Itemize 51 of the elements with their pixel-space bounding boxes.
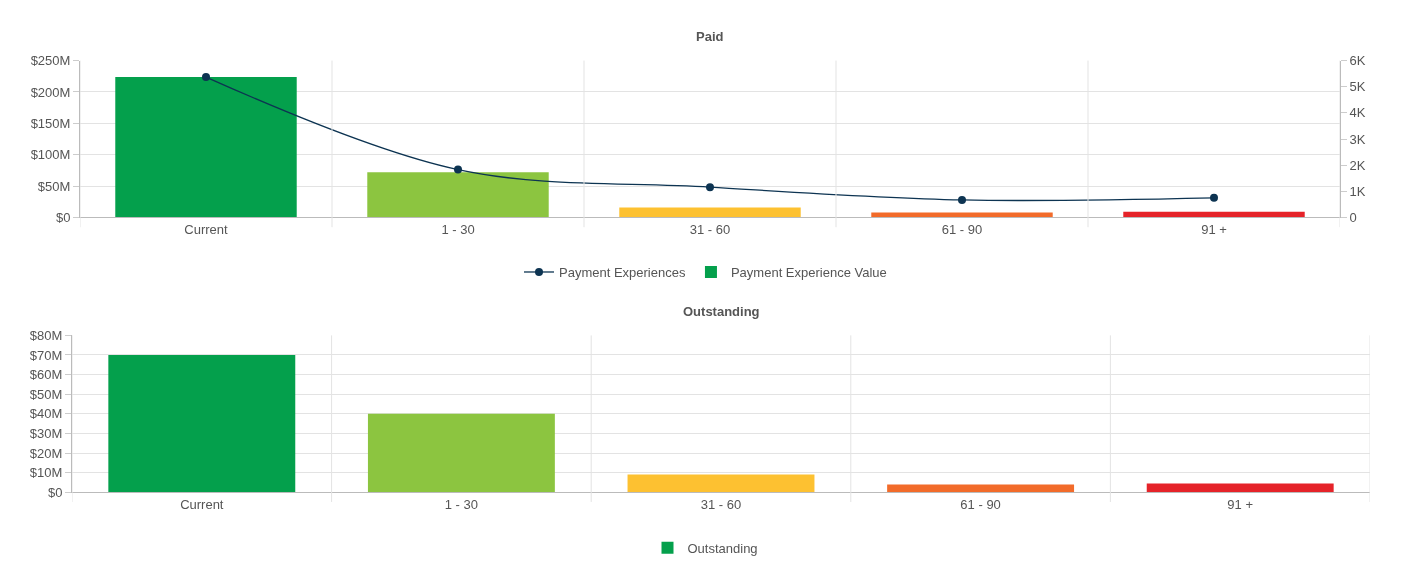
point [958,195,966,204]
y-tick-label: $70M [29,347,63,363]
x-tick-label: Current [180,496,224,512]
y-tick-label: $200M [30,84,71,100]
y-tick-label: $20M [29,445,63,461]
bar [871,212,1053,218]
y-tick-label: $40M [29,406,63,422]
chart-title: Outstanding [683,304,760,319]
y-tick-label: $60M [29,367,63,383]
y2-tick-label: 3K [1349,131,1366,147]
y-tick-label: $100M [30,147,71,163]
x-tick-label: 1 - 30 [441,222,475,238]
y-tick-label: $50M [29,386,63,402]
legend-label: Payment Experience Value [730,265,887,281]
bar [887,484,1075,493]
bar [619,207,801,218]
point [454,165,462,174]
legend-label: Payment Experiences [559,265,686,281]
y2-tick-label: 6K [1349,53,1366,69]
y2-tick-label: 5K [1349,79,1366,95]
x-tick-label: 31 - 60 [700,496,742,512]
y-tick-label: $50M [37,178,71,194]
bar [627,474,815,493]
bar [367,413,555,493]
bar [108,354,296,493]
y2-tick-label: 1K [1349,183,1366,199]
point [706,183,714,192]
chart-title: Paid [696,29,724,44]
x-tick-label: Current [184,222,229,238]
x-tick-label: 91 + [1201,222,1227,238]
bar [1146,483,1334,493]
bar [115,76,297,218]
x-tick-label: 61 - 90 [960,496,1001,512]
point [1210,193,1218,202]
x-tick-label: 91 + [1227,496,1254,512]
x-tick-label: 61 - 90 [941,222,983,238]
y2-tick-label: 2K [1349,157,1366,173]
y-tick-label: $250M [30,53,71,69]
x-tick-label: 31 - 60 [689,222,731,238]
y-tick-label: $150M [30,115,71,131]
y-tick-label: $10M [29,465,63,481]
y-tick-label: $80M [29,327,63,343]
y-tick-label: $30M [29,425,63,441]
x-tick-label: 1 - 30 [444,496,479,512]
point [202,73,210,82]
y2-tick-label: 4K [1349,105,1366,121]
legend-label: Outstanding [687,540,758,556]
y-tick-label: $0 [47,484,63,500]
y2-tick-label: 0 [1349,210,1357,226]
bar [367,172,549,218]
y-tick-label: $0 [55,210,71,226]
